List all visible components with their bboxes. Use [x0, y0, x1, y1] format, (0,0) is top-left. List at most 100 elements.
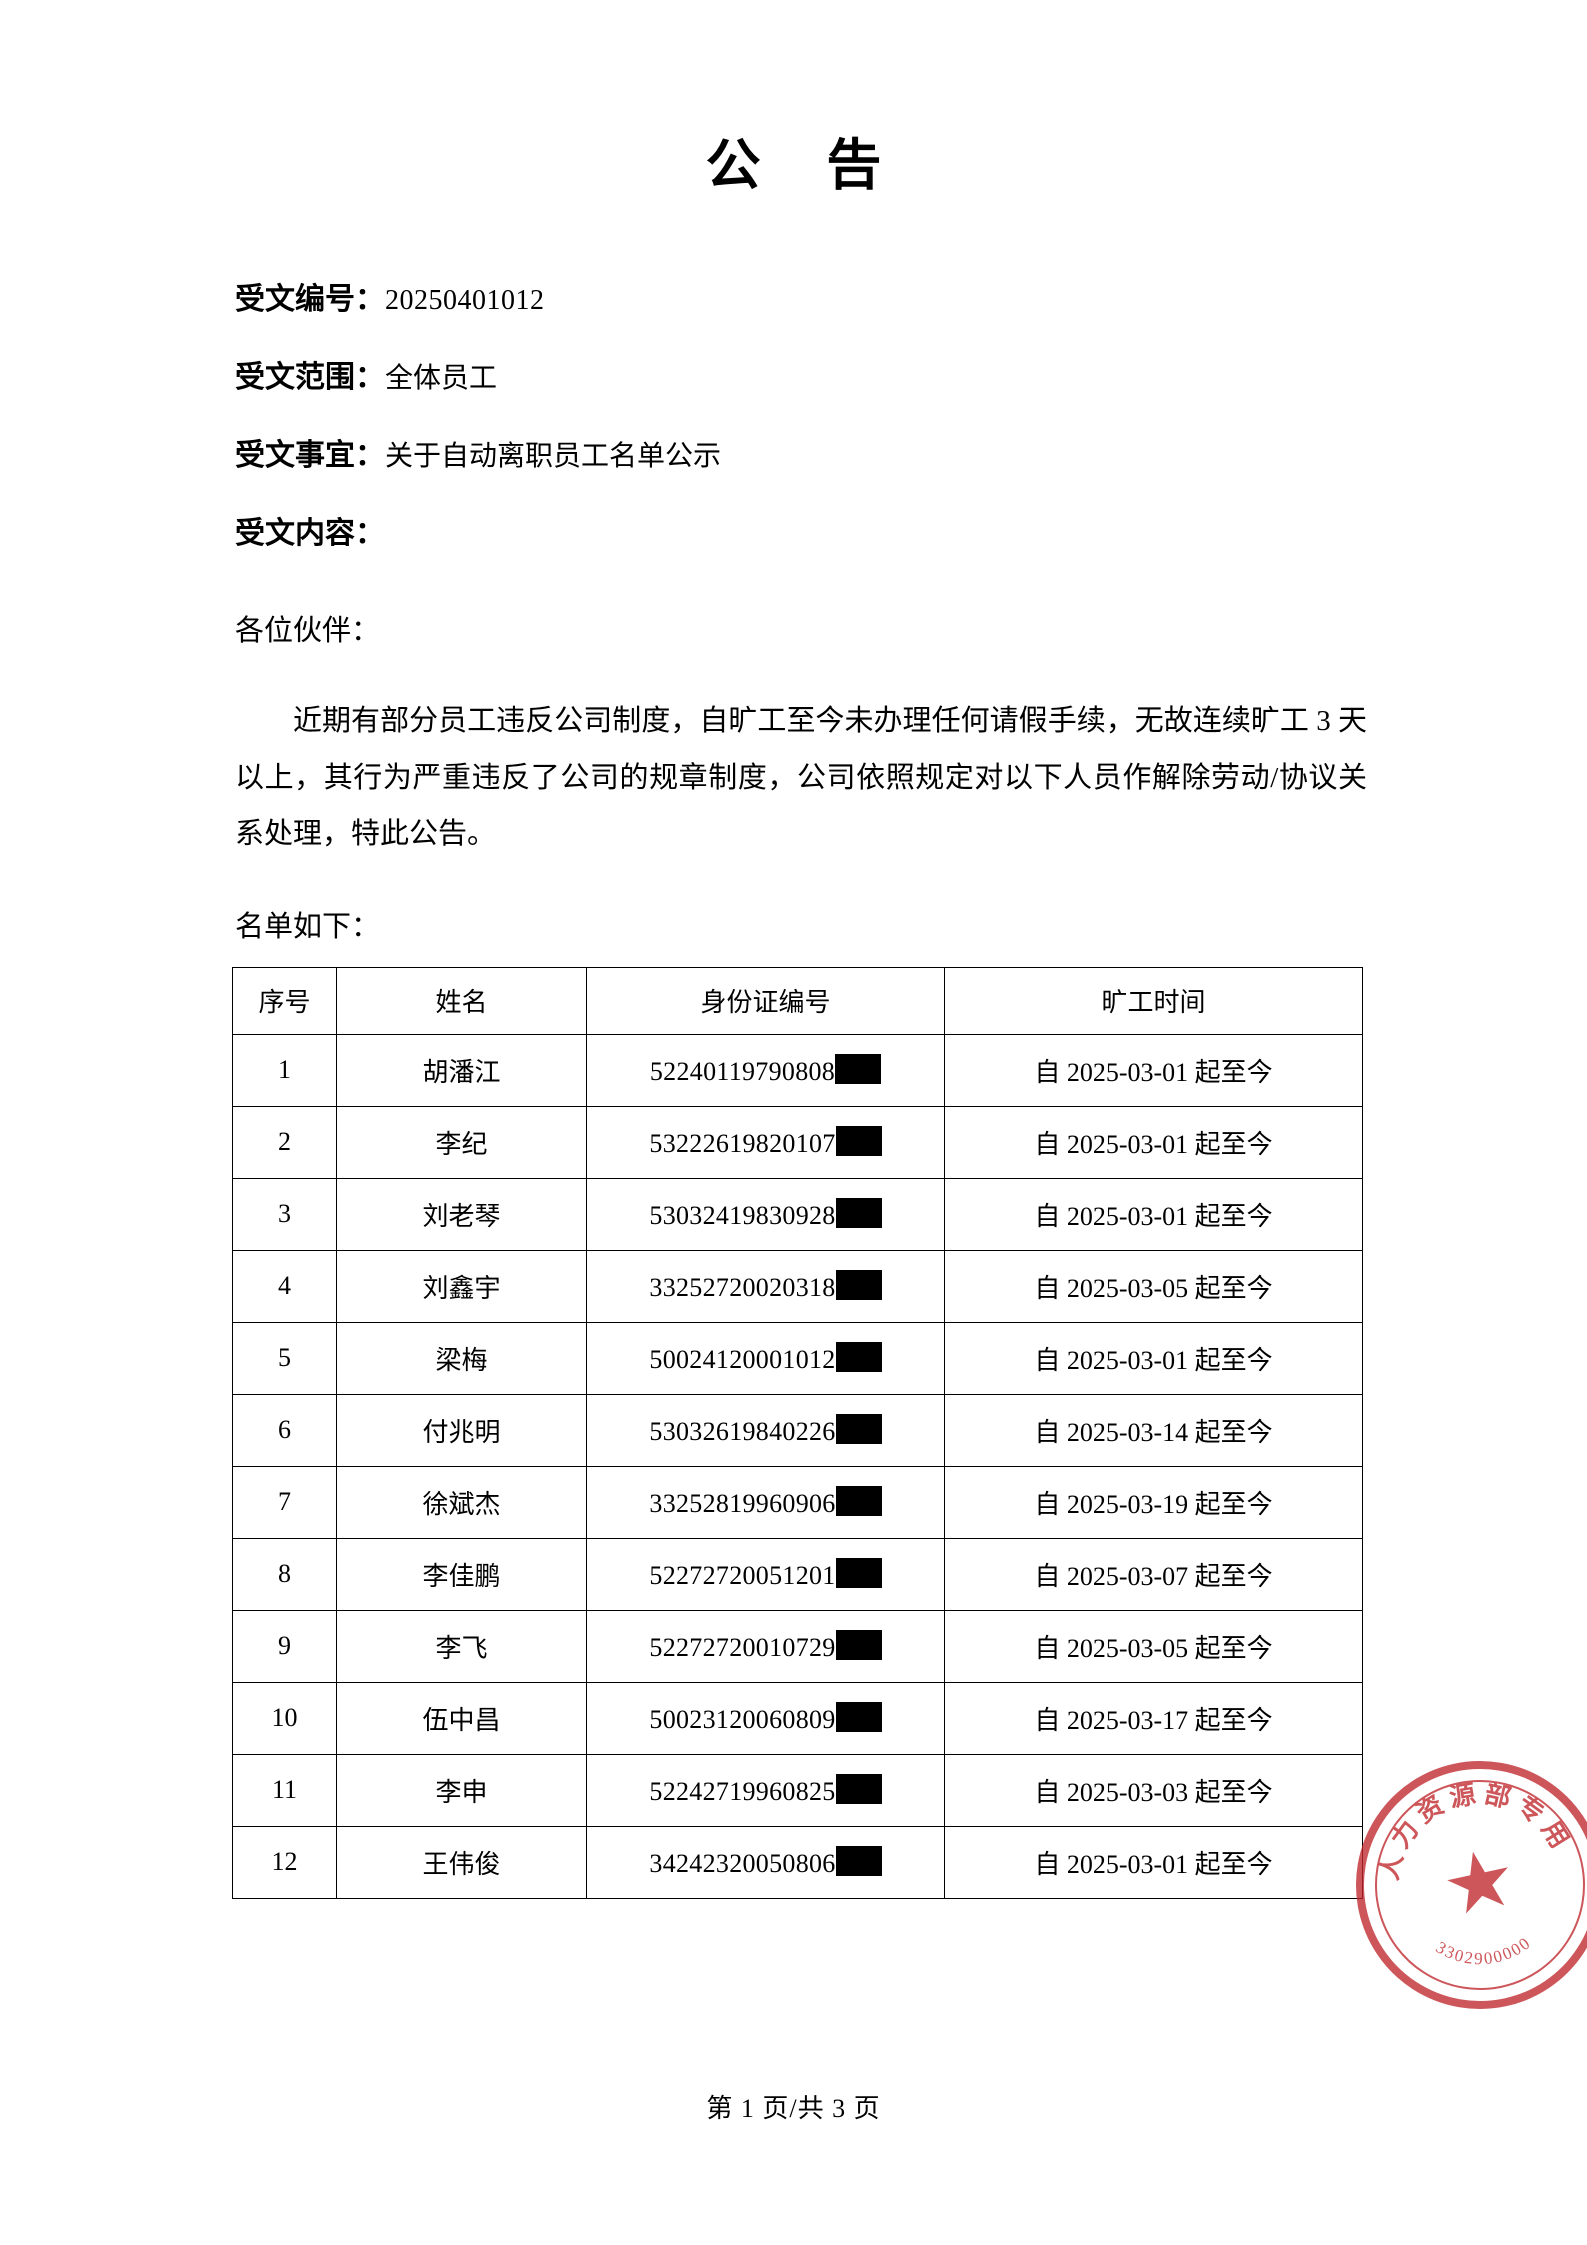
redaction-block	[835, 1629, 882, 1660]
cell-index: 2	[232, 1105, 337, 1179]
cell-id-number: 50023120060809	[586, 1681, 945, 1755]
meta-value-scope: 全体员工	[385, 363, 498, 394]
cell-employee-name: 付兆明	[336, 1393, 587, 1467]
cell-index: 7	[232, 1465, 337, 1539]
cell-id-number: 53032419830928	[586, 1177, 945, 1251]
id-number-visible-part: 33252720020318	[649, 1272, 836, 1302]
table-header-id: 身份证编号	[586, 966, 945, 1035]
id-number-visible-part: 53222619820107	[649, 1128, 836, 1158]
cell-absence-period: 自 2025-03-17 起至今	[944, 1681, 1363, 1755]
meta-label-scope: 受文范围：	[235, 361, 385, 394]
id-number-visible-part: 52242719960825	[649, 1776, 836, 1806]
id-number-visible-part: 50024120001012	[649, 1344, 836, 1374]
cell-absence-period: 自 2025-03-19 起至今	[944, 1465, 1363, 1539]
table-row: 7 徐斌杰 33252819960906 自 2025-03-19 起至今	[232, 1465, 1363, 1539]
table-header-name: 姓名	[336, 966, 587, 1035]
table-row: 6 付兆明 53032619840226 自 2025-03-14 起至今	[232, 1393, 1363, 1467]
cell-index: 9	[232, 1609, 337, 1683]
redaction-block	[835, 1773, 882, 1804]
name-table-wrapper: 序号 姓名 身份证编号 旷工时间 1 胡潘江 52240119790808 自 202…	[0, 966, 1587, 1899]
id-number-visible-part: 53032619840226	[649, 1416, 836, 1446]
meta-label-document-number: 受文编号：	[235, 283, 385, 316]
meta-value-document-number: 20250401012	[385, 285, 545, 316]
cell-index: 12	[232, 1825, 337, 1899]
table-row: 5 梁梅 50024120001012 自 2025-03-01 起至今	[232, 1321, 1363, 1395]
meta-label-subject: 受文事宜：	[235, 439, 385, 472]
cell-id-number: 50024120001012	[586, 1321, 945, 1395]
cell-absence-period: 自 2025-03-07 起至今	[944, 1537, 1363, 1611]
salutation: 各位伙伴：	[235, 615, 381, 647]
cell-employee-name: 王伟俊	[336, 1825, 587, 1899]
cell-employee-name: 胡潘江	[336, 1033, 587, 1107]
id-number-visible-part: 50023120060809	[649, 1704, 836, 1734]
redaction-block	[835, 1269, 882, 1300]
cell-id-number: 52272720051201	[586, 1537, 945, 1611]
redaction-block	[835, 1197, 882, 1228]
cell-absence-period: 自 2025-03-14 起至今	[944, 1393, 1363, 1467]
cell-absence-period: 自 2025-03-01 起至今	[944, 1825, 1363, 1899]
cell-index: 1	[232, 1033, 337, 1107]
id-number-visible-part: 34242320050806	[649, 1848, 836, 1878]
page-footer: 第 1 页/共 3 页	[706, 2094, 881, 2123]
cell-employee-name: 李申	[336, 1753, 587, 1827]
table-row: 3 刘老琴 53032419830928 自 2025-03-01 起至今	[232, 1177, 1363, 1251]
table-row: 1 胡潘江 52240119790808 自 2025-03-01 起至今	[232, 1033, 1363, 1107]
cell-absence-period: 自 2025-03-01 起至今	[944, 1105, 1363, 1179]
table-row: 4 刘鑫宇 33252720020318 自 2025-03-05 起至今	[232, 1249, 1363, 1323]
id-number-visible-part: 33252819960906	[649, 1488, 836, 1518]
cell-employee-name: 梁梅	[336, 1321, 587, 1395]
redaction-block	[835, 1341, 882, 1372]
list-lead-text: 名单如下：	[235, 910, 381, 943]
meta-block: 受文编号：20250401012 受文范围：全体员工 受文事宜：关于自动离职员工…	[0, 285, 1587, 549]
cell-employee-name: 徐斌杰	[336, 1465, 587, 1539]
cell-index: 4	[232, 1249, 337, 1323]
redaction-block	[835, 1053, 882, 1084]
table-row: 12 王伟俊 34242320050806 自 2025-03-01 起至今	[232, 1825, 1363, 1899]
cell-id-number: 34242320050806	[586, 1825, 945, 1899]
meta-row-subject: 受文事宜：关于自动离职员工名单公示	[235, 441, 1587, 471]
cell-employee-name: 李佳鹏	[336, 1537, 587, 1611]
table-row: 11 李申 52242719960825 自 2025-03-03 起至今	[232, 1753, 1363, 1827]
meta-value-subject: 关于自动离职员工名单公示	[385, 441, 722, 472]
redaction-block	[835, 1557, 882, 1588]
meta-row-document-number: 受文编号：20250401012	[235, 285, 1587, 315]
table-header-date: 旷工时间	[944, 966, 1363, 1035]
page-title: 公 告	[705, 135, 908, 196]
cell-absence-period: 自 2025-03-05 起至今	[944, 1609, 1363, 1683]
table-row: 10 伍中昌 50023120060809 自 2025-03-17 起至今	[232, 1681, 1363, 1755]
employee-list-table: 序号 姓名 身份证编号 旷工时间 1 胡潘江 52240119790808 自 202…	[232, 966, 1363, 1899]
cell-index: 10	[232, 1681, 337, 1755]
cell-absence-period: 自 2025-03-01 起至今	[944, 1321, 1363, 1395]
meta-row-scope: 受文范围：全体员工	[235, 363, 1587, 393]
cell-id-number: 33252819960906	[586, 1465, 945, 1539]
id-number-visible-part: 53032419830928	[649, 1200, 836, 1230]
cell-index: 11	[232, 1753, 337, 1827]
id-number-visible-part: 52272720010729	[649, 1632, 836, 1662]
body-paragraph: 近期有部分员工违反公司制度，自旷工至今未办理任何请假手续，无故连续旷工 3 天以…	[235, 705, 1367, 851]
redaction-block	[835, 1845, 882, 1876]
table-row: 9 李飞 52272720010729 自 2025-03-05 起至今	[232, 1609, 1363, 1683]
cell-index: 6	[232, 1393, 337, 1467]
id-number-visible-part: 52240119790808	[649, 1056, 836, 1086]
id-number-visible-part: 52272720051201	[649, 1560, 836, 1590]
redaction-block	[835, 1701, 882, 1732]
redaction-block	[835, 1413, 882, 1444]
table-body: 1 胡潘江 52240119790808 自 2025-03-01 起至今 2 李纪 532…	[232, 1033, 1363, 1899]
cell-absence-period: 自 2025-03-05 起至今	[944, 1249, 1363, 1323]
table-row: 2 李纪 53222619820107 自 2025-03-01 起至今	[232, 1105, 1363, 1179]
cell-id-number: 52272720010729	[586, 1609, 945, 1683]
cell-employee-name: 李飞	[336, 1609, 587, 1683]
cell-absence-period: 自 2025-03-01 起至今	[944, 1177, 1363, 1251]
cell-employee-name: 刘老琴	[336, 1177, 587, 1251]
cell-id-number: 33252720020318	[586, 1249, 945, 1323]
cell-employee-name: 伍中昌	[336, 1681, 587, 1755]
table-header-row: 序号 姓名 身份证编号 旷工时间	[232, 966, 1363, 1035]
table-row: 8 李佳鹏 52272720051201 自 2025-03-07 起至今	[232, 1537, 1363, 1611]
cell-index: 8	[232, 1537, 337, 1611]
cell-absence-period: 自 2025-03-03 起至今	[944, 1753, 1363, 1827]
cell-index: 3	[232, 1177, 337, 1251]
cell-id-number: 52242719960825	[586, 1753, 945, 1827]
cell-index: 5	[232, 1321, 337, 1395]
table-header-index: 序号	[232, 966, 337, 1035]
